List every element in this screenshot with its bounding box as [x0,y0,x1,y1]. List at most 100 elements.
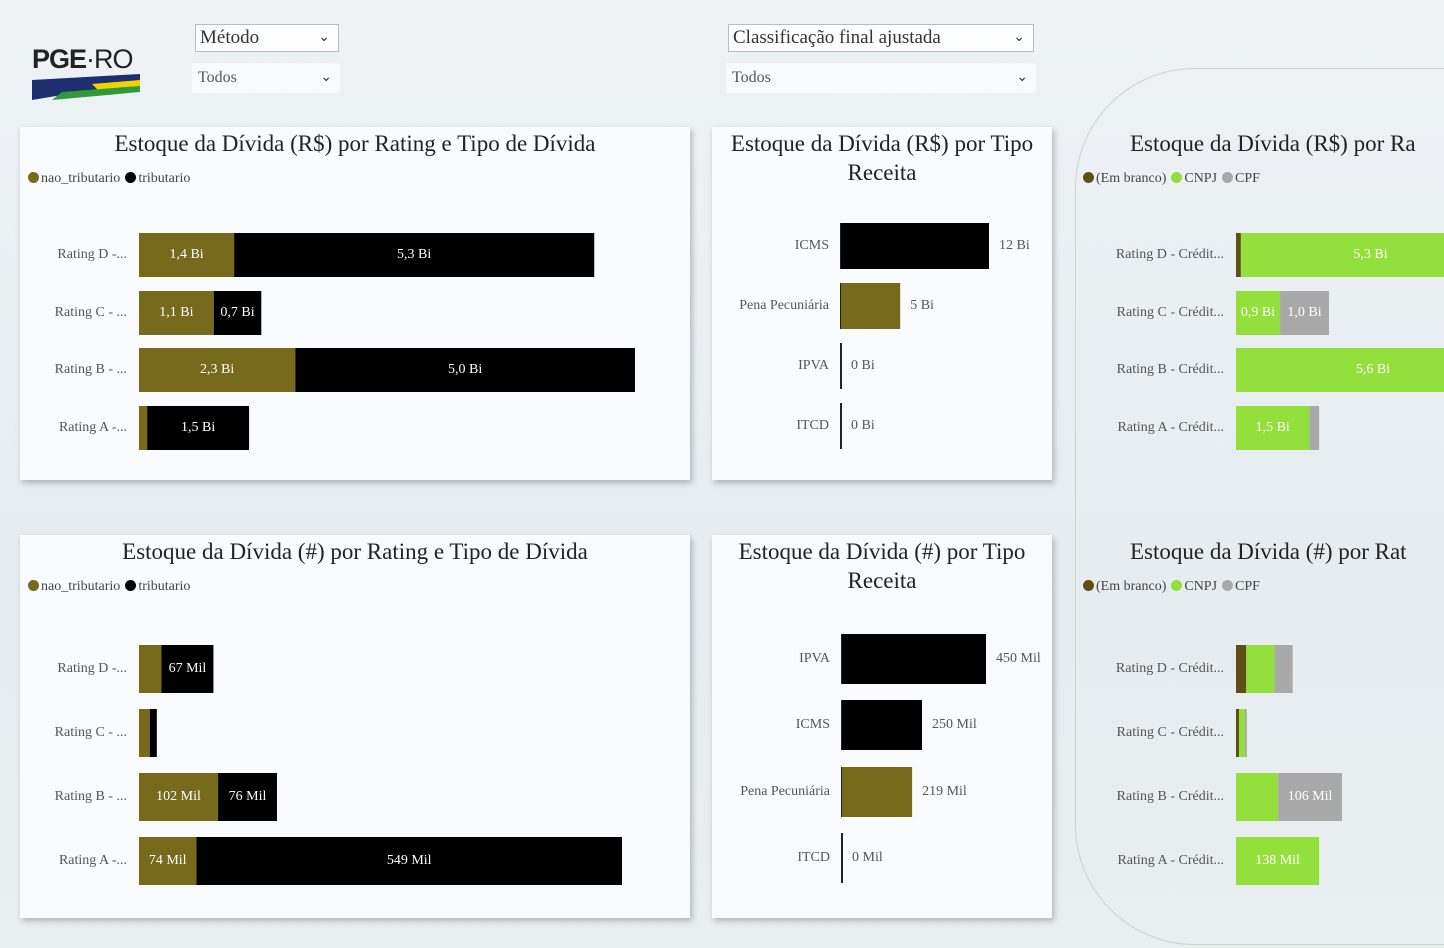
data-label: 0 Bi [851,418,875,433]
chevron: ⌄ [1013,25,1025,51]
chevron: ⌄ [320,63,332,93]
slicer-dropdown[interactable]: Todos ⌄ [192,63,340,93]
legend-swatch [125,172,136,183]
legend-item: tributario [125,171,190,186]
bar-segment [1236,233,1241,277]
data-label: 1,0 Bi [1287,305,1321,320]
logo: PGE·RO [32,44,142,100]
slicer[interactable]: Classificação final ajustada ⌄ [728,24,1034,52]
data-label: 106 Mil [1288,789,1333,804]
category-label: Rating C - Crédit... [1117,305,1224,320]
data-label: 450 Mil [996,651,1041,666]
category-label: Rating A - Crédit... [1117,853,1224,868]
slicer-title: Classificação final ajustada [733,27,941,48]
legend-label: tributario [138,171,190,186]
data-label: 5,0 Bi [448,362,482,377]
category-label: IPVA [798,358,830,373]
legend-item: tributario [125,579,190,594]
category-label: Rating B - ... [55,362,127,377]
category-label: Rating D -... [57,247,127,262]
legend-item: nao_tributario [28,171,120,186]
chart-panel: Estoque da Dívida (R$) por Rating e Tipo… [20,127,690,480]
bar-segment [1246,645,1274,693]
data-label: 12 Bi [999,238,1030,253]
category-label: ICMS [795,238,829,253]
chart-panel: Estoque da Dívida (R$) por Ra(Em branco)… [1075,127,1444,480]
bar-segment [1236,645,1246,693]
data-label: 250 Mil [932,717,977,732]
slicer-value: Todos [198,69,237,86]
legend-swatch [1222,580,1233,591]
data-label: 5 Bi [910,298,934,313]
chart-panel: Estoque da Dívida (#) por Rat (Em branco)… [1075,535,1444,918]
data-label: 1,1 Bi [159,305,193,320]
category-label: Rating B - Crédit... [1117,362,1224,377]
data-label: 5,3 Bi [1353,247,1387,262]
bar-segment [1236,773,1278,821]
legend-label: (Em branco) [1096,579,1166,594]
data-label: 0 Mil [852,850,883,865]
category-label: Rating C - Crédit... [1117,725,1224,740]
data-label: 2,3 Bi [200,362,234,377]
chart-title: Estoque da Dívida (#) por Rat [1075,537,1444,566]
bar-segment [1241,233,1444,277]
legend-swatch [1083,172,1094,183]
category-label: ITCD [797,850,830,865]
legend-swatch [28,172,39,183]
slicer-title: Método [200,27,259,48]
dashboard: PGE·RO Método ⌄ Todos ⌄ Classificação fina… [0,0,1444,948]
slicer-value: Todos [732,69,771,86]
logo-rest: ·RO [86,44,133,74]
data-label: 0 Bi [851,358,875,373]
slicer[interactable]: Método ⌄ [195,24,339,52]
legend-swatch [1171,172,1182,183]
legend-item: CPF [1222,171,1260,186]
category-label: Rating C - ... [55,725,127,740]
category-label: Rating D - Crédit... [1116,661,1224,676]
data-label: 0,9 Bi [1241,305,1275,320]
data-label: 138 Mil [1255,853,1300,868]
legend-item: nao_tributario [28,579,120,594]
chart-title: Estoque da Dívida (R$) por Tipo Receita [712,129,1052,187]
data-label: 1,5 Bi [181,420,215,435]
category-label: Rating D -... [57,661,127,676]
bar [841,223,989,269]
data-label: 5,6 Bi [1356,362,1390,377]
bar-segment [139,645,161,693]
bar-segment [139,709,150,757]
data-label: 102 Mil [156,789,201,804]
bar-segment [1275,645,1293,693]
legend-swatch [1083,580,1094,591]
legend-swatch [1222,172,1233,183]
bar-segment [1245,709,1247,757]
legend-label: (Em branco) [1096,171,1166,186]
legend-item: CNPJ [1171,171,1217,186]
chart-panel: Estoque da Dívida (R$) por Tipo Receita I… [712,127,1052,480]
category-label: ICMS [796,717,830,732]
bar-segment [1236,348,1444,392]
category-label: Rating A -... [59,853,127,868]
category-label: Rating B - Crédit... [1117,789,1224,804]
data-label: 1,5 Bi [1256,420,1290,435]
slicer-dropdown[interactable]: Todos⌄ [726,63,1036,93]
category-label: Rating A -... [59,420,127,435]
category-label: Rating D - Crédit... [1116,247,1224,262]
category-label: Rating B - ... [55,789,127,804]
legend: nao_tributario tributario [28,579,195,595]
chart-title: Estoque da Dívida (#) por Rating e Tipo … [20,537,690,566]
chevron: ⌄ [318,25,330,51]
logo-bold: PGE [32,44,86,74]
legend-label: CNPJ [1184,579,1217,594]
category-label: Pena Pecuniária [739,298,830,313]
category-label: Pena Pecuniária [740,784,831,799]
chart-panel: Estoque da Dívida (#) por Rating e Tipo … [20,535,690,918]
data-label: 549 Mil [387,853,432,868]
legend-item: CNPJ [1171,579,1217,594]
bar-segment [1236,709,1239,757]
legend-item: (Em branco) [1083,579,1166,594]
category-label: ITCD [796,418,829,433]
data-label: 219 Mil [922,784,967,799]
bar-segment [139,406,147,450]
